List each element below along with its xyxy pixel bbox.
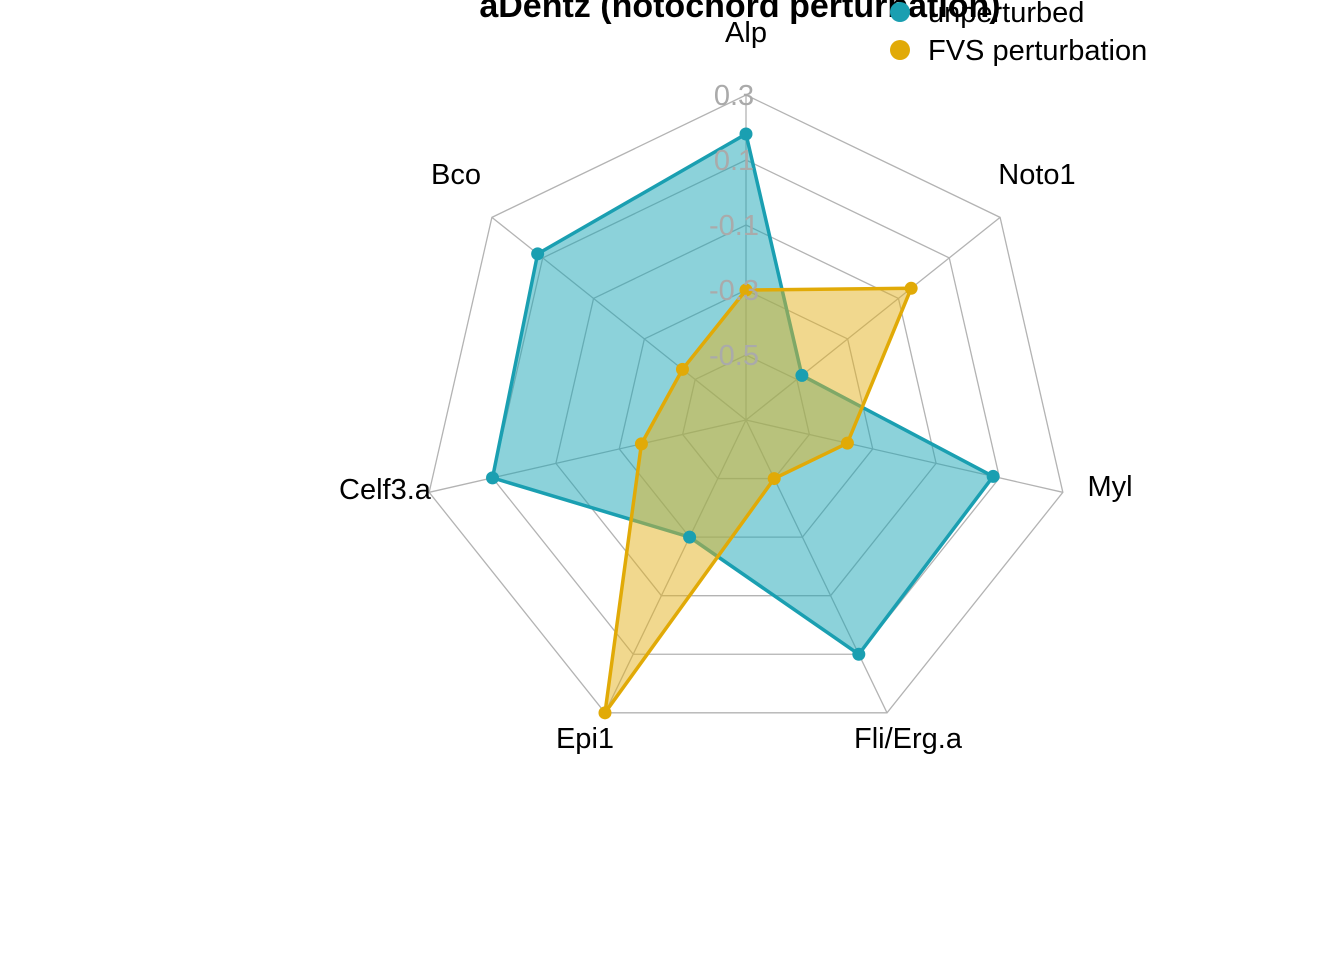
data-point-1-4 xyxy=(598,706,612,720)
tick-label: -0.3 xyxy=(709,275,759,307)
data-point-0-3 xyxy=(852,647,866,661)
data-point-1-5 xyxy=(634,437,648,451)
tick-label: 0.1 xyxy=(714,145,754,177)
legend-marker-1 xyxy=(890,40,910,60)
axis-labels: Alp Noto1 Myl Fli/Erg.a Epi1 Celf3.a Bco xyxy=(339,17,1133,755)
axis-label: Bco xyxy=(431,159,481,191)
data-point-1-0 xyxy=(739,283,753,297)
axis-label: Celf3.a xyxy=(339,474,432,506)
legend-label-1: FVS perturbation xyxy=(928,35,1147,67)
tick-label: 0.3 xyxy=(714,80,754,112)
series-areas xyxy=(490,132,995,715)
legend-label-0: unperturbed xyxy=(928,0,1084,29)
series-points xyxy=(486,127,1000,720)
legend-marker-0 xyxy=(890,2,910,22)
series-area-1 xyxy=(603,286,913,715)
data-point-1-3 xyxy=(767,472,781,486)
data-point-0-6 xyxy=(531,247,545,261)
data-point-0-0 xyxy=(739,127,753,141)
legend: unperturbed FVS perturbation xyxy=(890,0,1147,67)
grid-ring-5 xyxy=(428,94,1064,714)
chart-title: aDentz (notochord perturbation) xyxy=(479,0,1000,25)
axis-label: Myl xyxy=(1087,471,1132,503)
data-point-1-2 xyxy=(840,436,854,450)
tick-label: -0.1 xyxy=(709,210,759,242)
data-point-1-6 xyxy=(675,362,689,376)
axis-label: Noto1 xyxy=(998,159,1075,191)
tick-label: -0.5 xyxy=(709,340,759,372)
axis-label: Alp xyxy=(725,17,767,49)
data-point-0-5 xyxy=(486,471,500,485)
axis-label: Fli/Erg.a xyxy=(854,723,963,755)
data-point-1-1 xyxy=(904,281,918,295)
data-point-0-1 xyxy=(795,368,809,382)
data-point-0-4 xyxy=(683,530,697,544)
axis-label: Epi1 xyxy=(556,723,614,755)
radial-tick-labels: -0.5 -0.3 -0.1 0.1 0.3 xyxy=(709,80,759,372)
data-point-0-2 xyxy=(986,469,1000,483)
